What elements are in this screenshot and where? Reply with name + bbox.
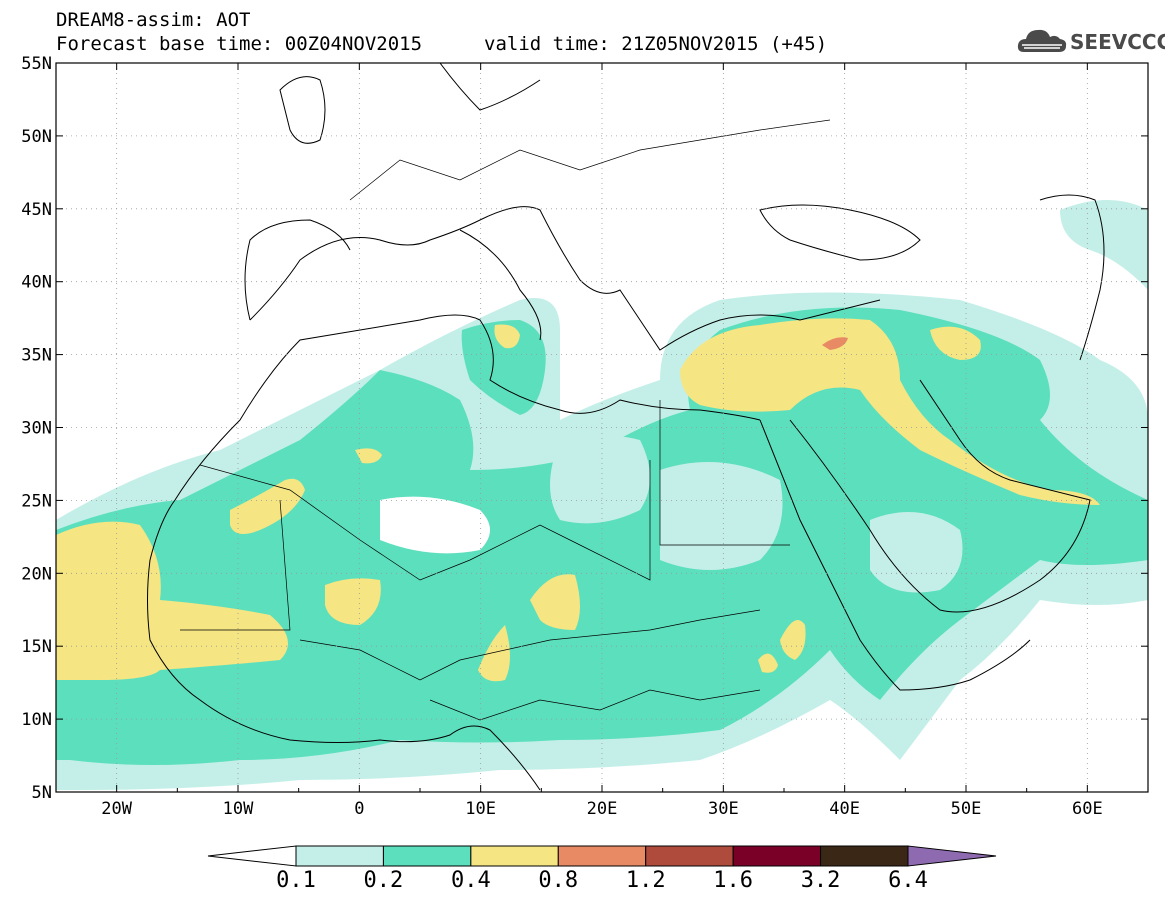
aot-contour-0.8	[822, 337, 848, 350]
axis-ticks: 20W 10W 0 10E 20E 30E 40E 50E 60E 55N 50N 45N 40N 35N…	[21, 54, 1149, 819]
lat-tick-label: 35N	[21, 346, 52, 366]
lon-tick-label: 60E	[1072, 799, 1103, 819]
lat-tick-label: 20N	[21, 564, 52, 584]
colorbar-swatch	[557, 845, 647, 867]
border-central-africa	[429, 689, 761, 721]
lon-tick-label: 20E	[587, 799, 618, 819]
lat-tick-label: 40N	[21, 273, 52, 293]
lat-tick-label: 50N	[21, 127, 52, 147]
aot-contour-0.4-mali	[230, 478, 305, 534]
border-europe	[349, 119, 831, 201]
aot-contours	[56, 200, 1148, 790]
lat-tick-label: 45N	[21, 200, 52, 220]
seevccc-logo: SEEVCCC	[1016, 24, 1165, 58]
aot-contour-0.2-tunisia	[461, 320, 546, 415]
lon-tick-label: 10W	[223, 799, 254, 819]
colorbar-label: 1.6	[713, 868, 754, 893]
aot-contour-0.4-sudan	[780, 620, 806, 660]
coastline-red-sea	[759, 419, 1031, 691]
colorbar-swatches	[207, 845, 997, 867]
colorbar-swatch	[645, 845, 734, 867]
colorbar-label: 3.2	[800, 868, 841, 893]
lon-tick-label: 20W	[101, 799, 132, 819]
coastlines	[147, 63, 1105, 791]
colorbar-label: 0.4	[450, 868, 491, 893]
colorbar-swatch	[382, 845, 472, 867]
lon-tick-label: 0	[354, 799, 364, 819]
lat-tick-label: 30N	[21, 419, 52, 439]
coastline-europe-south	[249, 206, 881, 351]
coastline-arabia	[789, 379, 1091, 613]
aot-hole-sahara	[380, 496, 490, 554]
colorbar-swatch	[732, 845, 822, 867]
coastline-iberia	[244, 219, 351, 321]
border-sahara-1	[199, 460, 651, 581]
colorbar-label: 0.1	[276, 868, 316, 893]
valid-time: valid time: 21Z05NOV2015 (+45)	[484, 33, 828, 55]
coastline-africa-north	[149, 314, 761, 561]
coastline-africa-west	[147, 559, 541, 791]
aot-contour-0.4-tunisia	[494, 324, 520, 349]
colorbar-label: 1.2	[625, 868, 666, 893]
lon-tick-label: 50E	[951, 799, 982, 819]
aot-hole-libya	[550, 435, 650, 524]
coastline-scandinavia	[439, 63, 541, 111]
colorbar-swatch	[470, 845, 559, 867]
colorbar-label: 6.4	[888, 868, 928, 893]
aot-contour-0.4-sahel	[355, 448, 382, 464]
lat-lon-grid	[56, 63, 1148, 792]
colorbar-under-arrow	[207, 845, 297, 867]
border-sahel	[299, 609, 761, 681]
map-title: DREAM8-assim: AOT	[56, 9, 251, 31]
coastline-caspian	[1039, 194, 1105, 361]
colorbar-label: 0.2	[363, 868, 404, 893]
aot-contour-0.4-niger	[325, 578, 381, 625]
lat-tick-label: 15N	[21, 637, 52, 657]
aot-hole-arabia	[870, 512, 963, 593]
country-borders	[180, 119, 831, 721]
lat-tick-label: 5N	[32, 783, 52, 803]
cloud-logo-icon	[1017, 29, 1067, 52]
border-sahara-2	[180, 499, 291, 631]
colorbar-label: 0.8	[538, 868, 579, 893]
aot-contour-0.4-nigeria	[478, 625, 510, 682]
lat-tick-label: 55N	[21, 54, 52, 74]
colorbar-swatch	[820, 845, 909, 867]
lat-tick-label: 25N	[21, 491, 52, 511]
colorbar-over-arrow	[907, 845, 997, 867]
aot-contour-0.2	[56, 307, 1148, 765]
aot-hole-egypt	[660, 462, 783, 570]
coastline-italy	[459, 229, 542, 341]
coastline-britain	[279, 76, 326, 144]
forecast-base-time: Forecast base time: 00Z04NOV2015	[56, 33, 423, 55]
coastline-black-sea	[759, 204, 921, 261]
aot-contour-0.4-iraq	[930, 326, 981, 360]
colorbar-swatch	[295, 845, 384, 867]
border-egypt	[659, 400, 790, 546]
aot-contour-0.4-west	[56, 521, 288, 680]
lon-tick-label: 30E	[708, 799, 739, 819]
lat-tick-label: 10N	[21, 710, 52, 730]
logo-text: SEEVCCC	[1070, 30, 1165, 54]
aot-contour-0.4-levant	[680, 318, 1100, 505]
aot-contour-0.4-chad	[530, 574, 580, 630]
lon-tick-label: 10E	[465, 799, 496, 819]
aot-contour-0.4-ethiopia	[758, 653, 778, 673]
lon-tick-label: 40E	[829, 799, 860, 819]
